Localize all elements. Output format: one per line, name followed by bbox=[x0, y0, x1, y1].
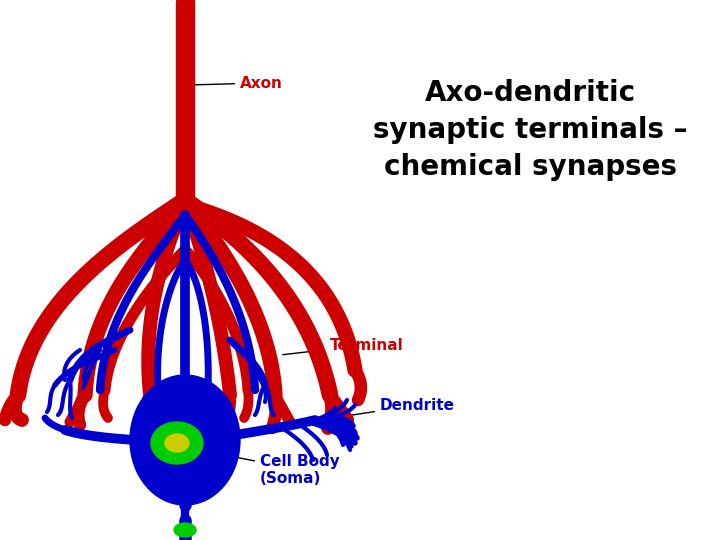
Text: Axon: Axon bbox=[191, 76, 283, 91]
Text: Terminal: Terminal bbox=[283, 338, 404, 355]
Text: Axo-dendritic
synaptic terminals –
chemical synapses: Axo-dendritic synaptic terminals – chemi… bbox=[373, 79, 688, 181]
Ellipse shape bbox=[174, 523, 196, 537]
Text: Cell Body
(Soma): Cell Body (Soma) bbox=[228, 454, 340, 486]
Ellipse shape bbox=[151, 422, 203, 464]
Ellipse shape bbox=[130, 375, 240, 505]
Text: Dendrite: Dendrite bbox=[323, 397, 455, 420]
Ellipse shape bbox=[165, 434, 189, 452]
